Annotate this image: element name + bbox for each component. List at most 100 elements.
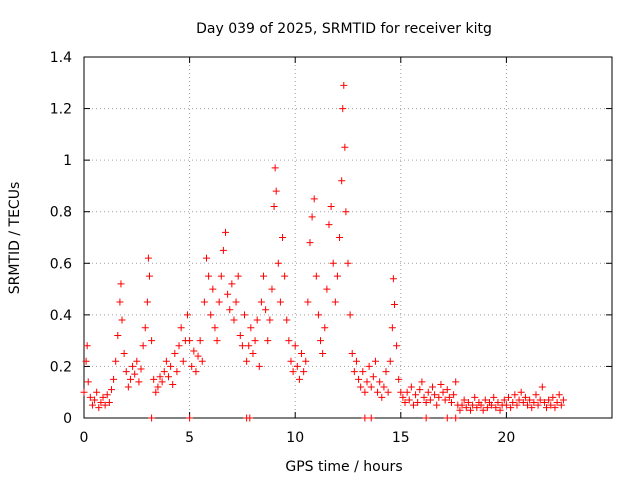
data-point xyxy=(162,357,170,365)
data-point xyxy=(553,399,561,407)
data-point xyxy=(228,280,236,288)
data-point xyxy=(133,357,141,365)
data-point xyxy=(513,401,521,409)
data-point xyxy=(274,259,282,267)
data-point xyxy=(103,391,111,399)
data-point xyxy=(186,414,194,422)
data-point xyxy=(407,383,415,391)
data-point xyxy=(367,414,375,422)
data-point xyxy=(200,298,208,306)
data-point xyxy=(559,396,567,404)
data-point xyxy=(420,393,428,401)
data-point xyxy=(365,362,373,370)
data-point xyxy=(350,368,358,376)
data-point xyxy=(507,404,515,412)
y-tick-label: 1.4 xyxy=(50,50,72,66)
data-point xyxy=(439,388,447,396)
data-point xyxy=(264,337,272,345)
data-point xyxy=(110,375,118,383)
data-point xyxy=(382,368,390,376)
data-point xyxy=(422,414,430,422)
data-point xyxy=(112,357,120,365)
data-point xyxy=(437,380,445,388)
data-point xyxy=(312,272,320,280)
data-points xyxy=(80,81,567,422)
data-point xyxy=(82,357,90,365)
data-point xyxy=(209,285,217,293)
data-point xyxy=(557,401,565,409)
data-point xyxy=(342,208,350,216)
data-point xyxy=(422,399,430,407)
x-tick-label: 5 xyxy=(185,430,194,446)
data-point xyxy=(471,393,479,401)
axis-ticks xyxy=(83,56,612,419)
y-tick-label: 0.4 xyxy=(50,308,72,324)
data-point xyxy=(298,350,306,358)
data-point xyxy=(194,352,202,360)
data-point xyxy=(222,228,230,236)
data-point xyxy=(511,391,519,399)
data-point xyxy=(414,399,422,407)
data-point xyxy=(150,375,158,383)
data-point xyxy=(339,105,347,113)
data-point xyxy=(188,362,196,370)
data-point xyxy=(266,316,274,324)
data-point xyxy=(257,298,265,306)
data-point xyxy=(295,375,303,383)
data-point xyxy=(310,195,318,203)
data-point xyxy=(270,203,278,211)
data-point xyxy=(374,388,382,396)
y-tick-label: 1.2 xyxy=(50,102,72,118)
data-point xyxy=(272,187,280,195)
data-point xyxy=(348,350,356,358)
data-point xyxy=(135,378,143,386)
data-point xyxy=(399,393,407,401)
x-tick-label: 0 xyxy=(80,430,89,446)
data-point xyxy=(488,401,496,409)
data-point xyxy=(380,383,388,391)
data-point xyxy=(389,275,397,283)
data-point xyxy=(143,298,151,306)
data-point xyxy=(306,239,314,247)
data-point xyxy=(418,378,426,386)
data-point xyxy=(198,357,206,365)
data-point xyxy=(483,404,491,412)
x-tick-label: 15 xyxy=(392,430,410,446)
data-point xyxy=(145,272,153,280)
data-point xyxy=(361,388,369,396)
data-point xyxy=(321,324,329,332)
data-point xyxy=(285,337,293,345)
data-point xyxy=(175,342,183,350)
data-point xyxy=(213,337,221,345)
data-point xyxy=(456,406,464,414)
data-point xyxy=(247,324,255,332)
data-point xyxy=(331,298,339,306)
data-point xyxy=(117,280,125,288)
data-point xyxy=(494,399,502,407)
data-point xyxy=(80,388,88,396)
data-point xyxy=(443,414,451,422)
data-point xyxy=(395,375,403,383)
data-point xyxy=(243,357,251,365)
data-point xyxy=(384,388,392,396)
data-point xyxy=(196,337,204,345)
data-point xyxy=(164,373,172,381)
data-point xyxy=(409,401,417,409)
data-point xyxy=(260,272,268,280)
data-point xyxy=(393,342,401,350)
data-point xyxy=(304,298,312,306)
data-point xyxy=(186,337,194,345)
data-point xyxy=(431,391,439,399)
data-point xyxy=(93,388,101,396)
data-point xyxy=(226,306,234,314)
data-point xyxy=(363,378,371,386)
data-point xyxy=(192,368,200,376)
data-point xyxy=(338,177,346,185)
data-point xyxy=(86,393,94,401)
data-point xyxy=(329,259,337,267)
data-point xyxy=(317,337,325,345)
data-point xyxy=(84,378,92,386)
data-point xyxy=(124,383,132,391)
data-point xyxy=(405,396,413,404)
data-point xyxy=(401,399,409,407)
